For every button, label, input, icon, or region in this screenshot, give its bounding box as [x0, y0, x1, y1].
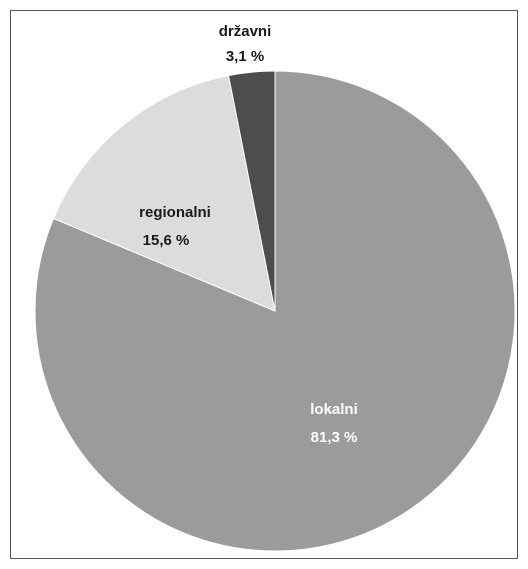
slice-label-regionalni: regionalni	[139, 204, 211, 221]
slice-label-drzavni: državni	[219, 23, 272, 40]
slice-value-regionalni: 15,6 %	[143, 232, 190, 249]
slice-label-lokalni: lokalni	[310, 401, 358, 418]
slice-value-drzavni: 3,1 %	[226, 48, 264, 65]
pie-slice-regionalni	[52, 74, 276, 312]
pie-slice-drzavni	[227, 70, 276, 312]
slice-value-lokalni: 81,3 %	[311, 429, 358, 446]
